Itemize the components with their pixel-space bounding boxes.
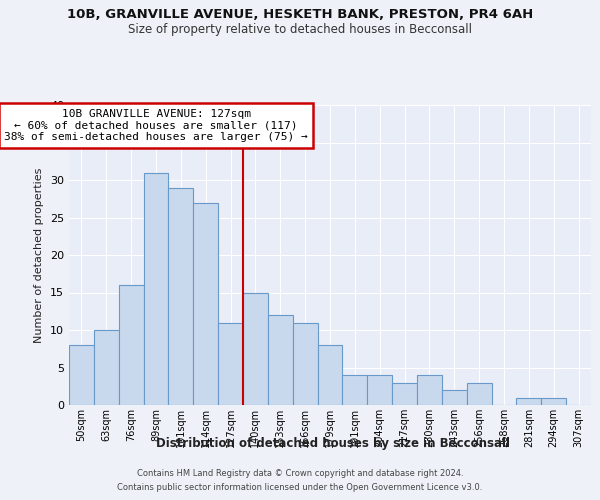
Bar bbox=[442, 390, 467, 405]
Bar bbox=[392, 382, 417, 405]
Text: 10B, GRANVILLE AVENUE, HESKETH BANK, PRESTON, PR4 6AH: 10B, GRANVILLE AVENUE, HESKETH BANK, PRE… bbox=[67, 8, 533, 20]
Bar bbox=[243, 292, 268, 405]
Bar bbox=[343, 375, 367, 405]
Text: 10B GRANVILLE AVENUE: 127sqm
← 60% of detached houses are smaller (117)
38% of s: 10B GRANVILLE AVENUE: 127sqm ← 60% of de… bbox=[4, 109, 308, 142]
Bar bbox=[169, 188, 193, 405]
Text: Distribution of detached houses by size in Becconsall: Distribution of detached houses by size … bbox=[156, 438, 510, 450]
Bar bbox=[541, 398, 566, 405]
Bar bbox=[367, 375, 392, 405]
Bar bbox=[467, 382, 491, 405]
Bar bbox=[293, 322, 317, 405]
Bar bbox=[94, 330, 119, 405]
Bar bbox=[517, 398, 541, 405]
Text: Size of property relative to detached houses in Becconsall: Size of property relative to detached ho… bbox=[128, 22, 472, 36]
Bar bbox=[119, 285, 143, 405]
Bar bbox=[69, 345, 94, 405]
Bar bbox=[268, 315, 293, 405]
Bar bbox=[218, 322, 243, 405]
Y-axis label: Number of detached properties: Number of detached properties bbox=[34, 168, 44, 342]
Bar bbox=[317, 345, 343, 405]
Text: Contains HM Land Registry data © Crown copyright and database right 2024.: Contains HM Land Registry data © Crown c… bbox=[137, 469, 463, 478]
Bar bbox=[193, 202, 218, 405]
Bar bbox=[417, 375, 442, 405]
Text: Contains public sector information licensed under the Open Government Licence v3: Contains public sector information licen… bbox=[118, 482, 482, 492]
Bar bbox=[143, 172, 169, 405]
